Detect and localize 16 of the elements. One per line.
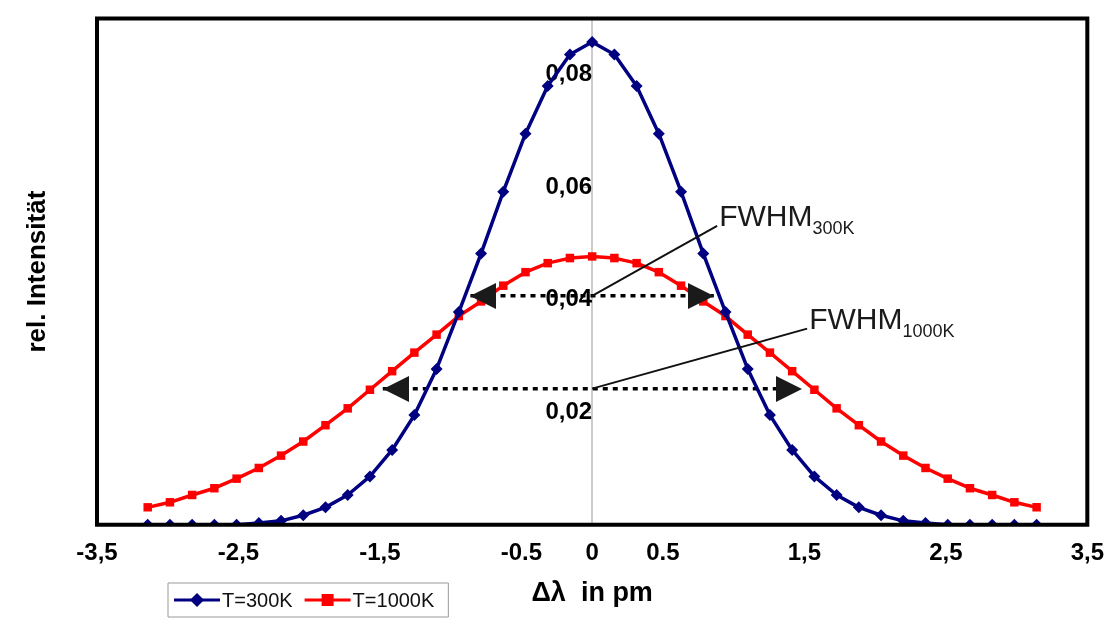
x-tick-label: -0.5: [500, 537, 543, 565]
x-tick-label: -1,5: [359, 537, 401, 565]
legend-label: T=1000K: [352, 588, 435, 611]
x-tick-label: 3,5: [1070, 537, 1105, 565]
y-axis-title: rel. Intensität: [21, 190, 52, 353]
x-tick-label: 1,5: [787, 537, 822, 565]
legend-label: T=300K: [222, 588, 294, 611]
x-axis-title: Δλ in pm: [531, 577, 653, 608]
x-tick-label: 0.5: [646, 537, 680, 565]
y-tick-label: 0,02: [545, 396, 593, 424]
y-tick-label: 0,04: [545, 284, 593, 312]
x-tick-label: 0: [585, 537, 599, 565]
x-tick-label: -2,5: [217, 537, 260, 565]
y-tick-label: 0,06: [545, 171, 593, 199]
x-tick-label: 2,5: [929, 537, 963, 565]
x-tick-label: -3,5: [76, 537, 118, 565]
